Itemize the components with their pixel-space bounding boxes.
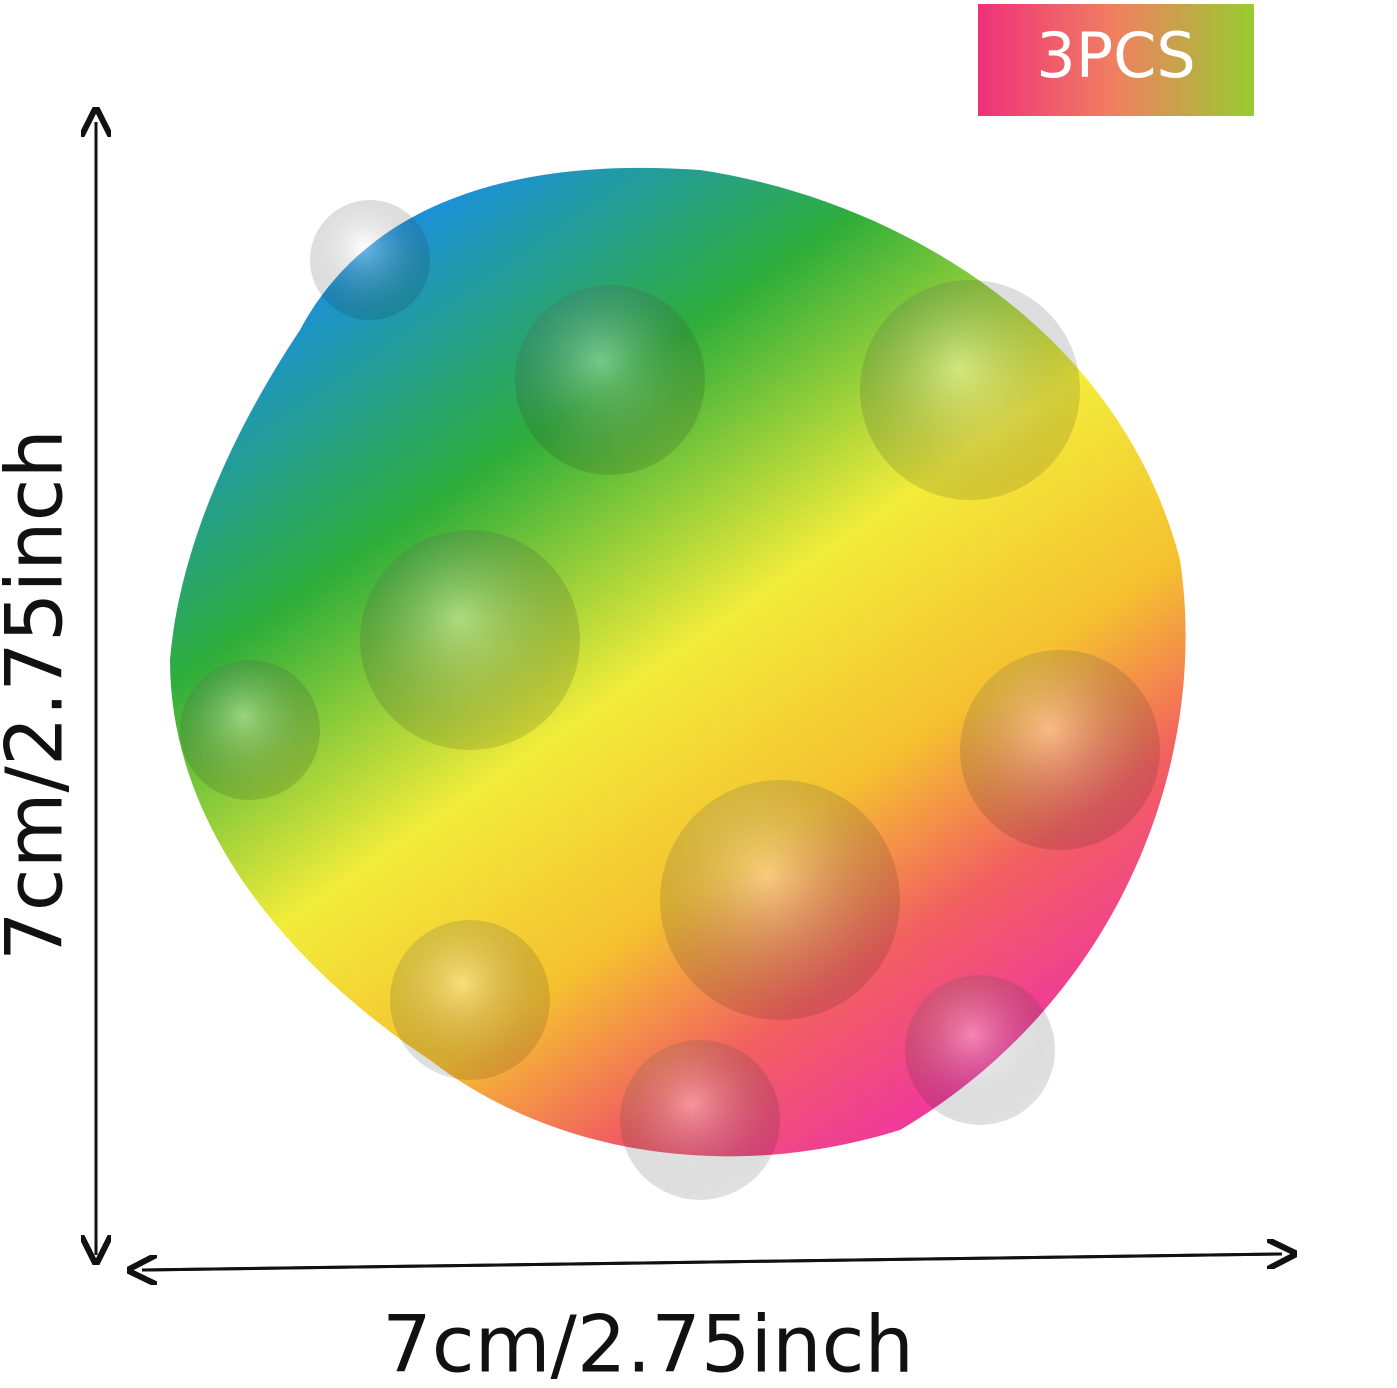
arrow bbox=[142, 1252, 1281, 1270]
badge: 3PCS bbox=[1036, 19, 1195, 92]
ball bbox=[170, 167, 1186, 1200]
width-label: 7cm/2.75inch bbox=[382, 1300, 914, 1388]
height-label: 7cm/2.75inch bbox=[0, 429, 80, 961]
badge-bg bbox=[978, 4, 1254, 116]
